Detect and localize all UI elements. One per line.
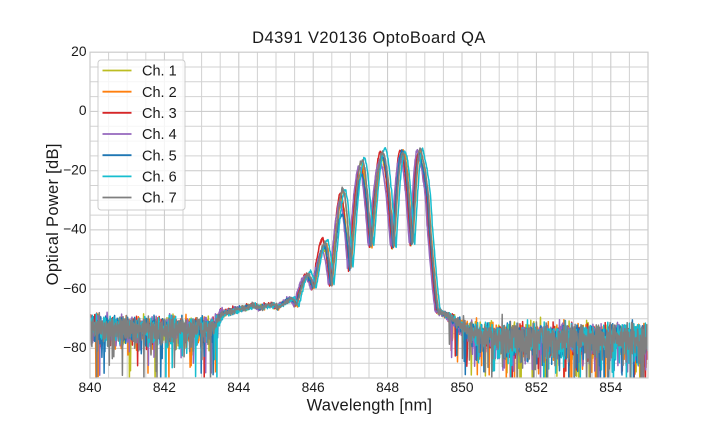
svg-text:840: 840 bbox=[78, 380, 101, 395]
svg-text:Ch. 1: Ch. 1 bbox=[142, 64, 177, 80]
svg-text:848: 848 bbox=[376, 380, 399, 395]
svg-text:0: 0 bbox=[79, 103, 87, 118]
svg-text:−80: −80 bbox=[63, 340, 87, 355]
svg-text:852: 852 bbox=[525, 380, 548, 395]
svg-text:D4391 V20136 OptoBoard QA: D4391 V20136 OptoBoard QA bbox=[252, 29, 486, 47]
svg-text:Wavelength [nm]: Wavelength [nm] bbox=[307, 396, 432, 414]
svg-text:Ch. 5: Ch. 5 bbox=[142, 148, 177, 164]
svg-text:846: 846 bbox=[302, 380, 325, 395]
svg-text:−20: −20 bbox=[63, 162, 87, 177]
svg-text:Ch. 7: Ch. 7 bbox=[142, 191, 177, 207]
svg-text:844: 844 bbox=[227, 380, 250, 395]
svg-text:20: 20 bbox=[71, 44, 87, 59]
svg-text:Optical Power [dB]: Optical Power [dB] bbox=[44, 143, 62, 285]
svg-text:854: 854 bbox=[599, 380, 622, 395]
svg-text:850: 850 bbox=[450, 380, 473, 395]
svg-text:842: 842 bbox=[153, 380, 176, 395]
svg-text:Ch. 4: Ch. 4 bbox=[142, 127, 177, 143]
svg-text:−40: −40 bbox=[63, 222, 87, 237]
svg-text:Ch. 2: Ch. 2 bbox=[142, 85, 177, 101]
svg-text:−60: −60 bbox=[63, 281, 87, 296]
svg-text:Ch. 6: Ch. 6 bbox=[142, 170, 177, 186]
svg-text:Ch. 3: Ch. 3 bbox=[142, 106, 177, 122]
